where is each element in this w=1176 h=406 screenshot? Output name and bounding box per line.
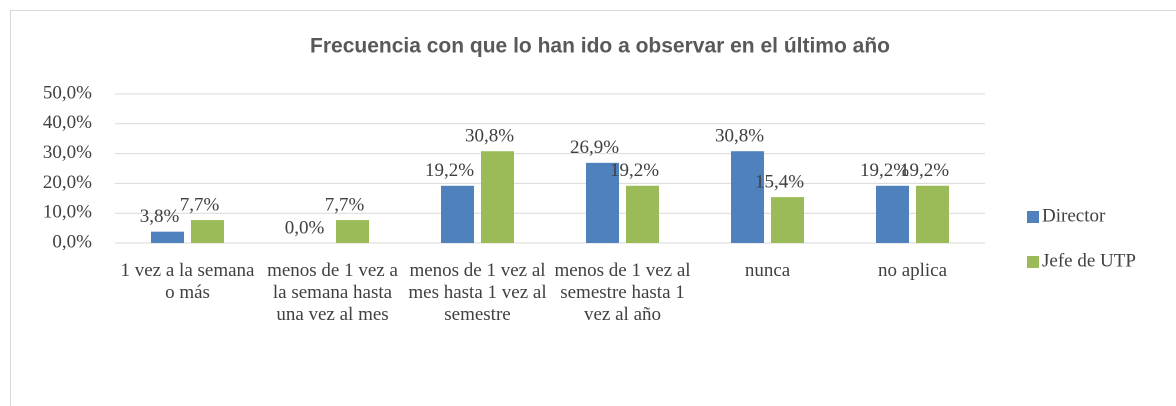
bar xyxy=(626,185,659,243)
bar xyxy=(876,185,909,243)
data-label: 19,2% xyxy=(900,160,949,181)
chart-title: Frecuencia con que lo han ido a observar… xyxy=(310,35,890,58)
y-tick-label: 0,0% xyxy=(52,231,92,252)
data-label: 30,8% xyxy=(715,126,764,147)
x-tick-label: menos de 1 vez al mes hasta 1 vez al sem… xyxy=(408,260,547,325)
legend-swatch xyxy=(1027,256,1039,268)
x-tick-label: no aplica xyxy=(877,260,948,281)
data-label: 26,9% xyxy=(570,137,619,158)
data-label: 3,8% xyxy=(140,206,180,227)
x-tick-label: menos de 1 vez a la semana hasta una vez… xyxy=(267,260,398,325)
bar xyxy=(731,151,764,243)
legend-label: Jefe de UTP xyxy=(1042,250,1136,271)
bar xyxy=(191,220,224,243)
data-label: 19,2% xyxy=(860,160,909,181)
y-tick-label: 40,0% xyxy=(43,112,92,133)
bar xyxy=(771,197,804,243)
legend-swatch xyxy=(1027,211,1039,223)
bar xyxy=(481,151,514,243)
bar xyxy=(586,162,619,243)
x-tick-label: menos de 1 vez al semestre hasta 1 vez a… xyxy=(554,260,691,325)
data-label: 19,2% xyxy=(425,160,474,181)
x-tick-label: nunca xyxy=(744,260,791,281)
chart-border xyxy=(10,10,1176,406)
y-tick-label: 50,0% xyxy=(43,82,92,103)
bar xyxy=(916,185,949,243)
bar xyxy=(151,231,184,243)
data-label: 15,4% xyxy=(755,171,804,192)
data-label: 30,8% xyxy=(465,126,514,147)
x-tick-label: 1 vez a la semana o más xyxy=(120,260,255,303)
y-tick-label: 10,0% xyxy=(43,202,92,223)
data-label: 7,7% xyxy=(180,194,220,215)
data-label: 19,2% xyxy=(610,160,659,181)
y-tick-label: 20,0% xyxy=(43,172,92,193)
data-label: 0,0% xyxy=(285,217,325,238)
bar xyxy=(441,185,474,243)
y-tick-label: 30,0% xyxy=(43,142,92,163)
legend-label: Director xyxy=(1042,205,1106,226)
data-label: 7,7% xyxy=(325,194,365,215)
bar xyxy=(336,220,369,243)
